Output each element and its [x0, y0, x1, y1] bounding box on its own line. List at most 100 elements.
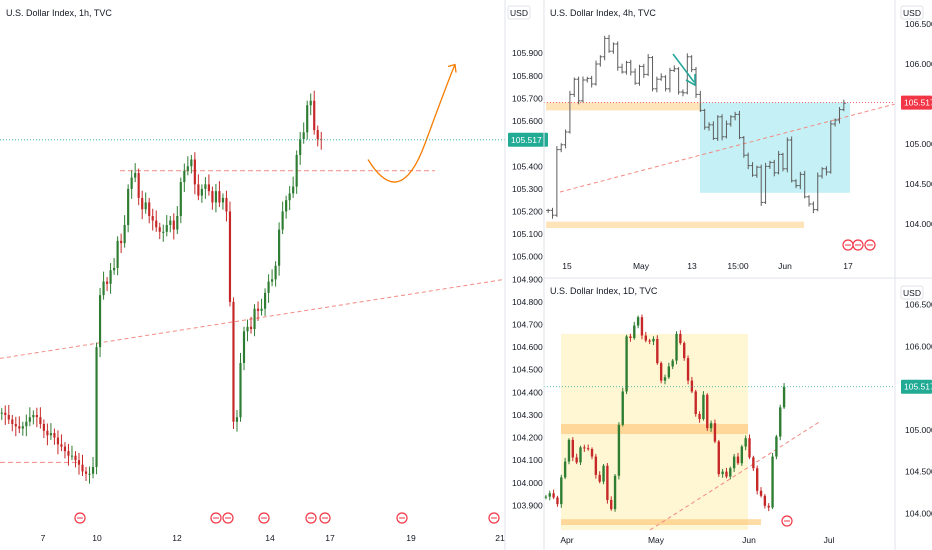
candle-body [4, 412, 7, 415]
candle-body [763, 495, 767, 506]
candle-body [21, 426, 24, 429]
candle-body [709, 423, 713, 429]
candle-body [590, 449, 594, 457]
annotation-arrow [672, 53, 695, 83]
projection-arrowhead [447, 63, 457, 73]
y-tick-label: 105.700 [512, 93, 543, 103]
candle-body [218, 191, 221, 203]
candle-body [246, 326, 249, 332]
candle-body [232, 301, 235, 422]
candle-body [717, 441, 720, 475]
candle-body [744, 438, 747, 447]
candle-body [204, 184, 207, 189]
candle-body [88, 473, 91, 475]
chart-title: U.S. Dollar Index, 1h, TVC [6, 8, 112, 18]
candle-body [98, 295, 102, 348]
candle-body [242, 331, 246, 363]
x-tick-label: 14 [265, 533, 275, 543]
y-tick-label: 105.900 [512, 48, 543, 58]
currency-label: USD [903, 8, 921, 18]
x-tick-label: May [633, 261, 650, 271]
candle-body [32, 414, 35, 418]
price-badge-label: 105.517 [904, 382, 932, 392]
candle-body [155, 220, 158, 228]
panel-1d: 106.500106.000105.500105.000104.500104.0… [544, 285, 932, 545]
candle-body [779, 407, 782, 437]
candle-body [271, 279, 274, 282]
candle-body [53, 433, 56, 438]
x-tick-label: Jun [778, 261, 792, 271]
x-tick-label: Jul [824, 535, 835, 545]
y-tick-label: 104.500 [905, 179, 932, 189]
candle-body [675, 333, 678, 361]
y-tick-label: 104.400 [512, 387, 543, 397]
price-badge [508, 132, 548, 147]
candle-body [137, 173, 140, 198]
candle-body [141, 197, 144, 210]
candle-body [144, 202, 147, 210]
panel-dividers [504, 0, 932, 550]
y-tick-label: 105.100 [512, 229, 543, 239]
y-tick-label: 104.700 [512, 320, 543, 330]
candle-body [313, 100, 316, 131]
candle-body [25, 421, 28, 427]
candle-body [579, 447, 582, 463]
x-tick-label: 15:00 [727, 261, 749, 271]
candle-body [274, 265, 277, 280]
candle-body [116, 240, 119, 268]
x-tick-label: 10 [92, 533, 102, 543]
y-tick-label: 106.500 [905, 19, 932, 29]
candle-body [306, 105, 309, 133]
currency-box [507, 5, 531, 20]
currency-label: USD [510, 8, 528, 18]
candle-body [67, 451, 70, 456]
y-tick-label: 105.000 [905, 139, 932, 149]
candle-body [548, 493, 551, 497]
candle-body [46, 430, 49, 436]
y-tick-label: 104.500 [512, 365, 543, 375]
candle-body [165, 225, 168, 232]
consolidation-box [700, 102, 850, 193]
y-tick-label: 105.200 [512, 206, 543, 216]
candle-body [621, 391, 624, 425]
currency-label: USD [903, 288, 921, 298]
candle-body [752, 457, 755, 469]
candle-body [127, 188, 130, 226]
candle-body [130, 177, 133, 189]
y-tick-label: 105.000 [512, 252, 543, 262]
candle-body [659, 363, 663, 381]
candle-body [606, 465, 609, 500]
candle-body [77, 460, 81, 465]
candle-body [113, 268, 116, 271]
projection-path [367, 64, 456, 183]
candle-body [663, 377, 667, 381]
candle-body [207, 184, 210, 192]
candle-body [63, 446, 67, 452]
candle-body [172, 220, 175, 230]
candle-body [740, 446, 744, 464]
candle-body [667, 366, 671, 378]
candle-body [690, 380, 694, 392]
candle-body [598, 474, 601, 482]
candle-body [571, 439, 575, 458]
candle-body [102, 281, 105, 296]
candle-body [625, 336, 628, 392]
candle-body [648, 340, 651, 342]
y-tick-label: 105.600 [512, 116, 543, 126]
candle-body [256, 308, 260, 311]
candle-body [575, 457, 578, 463]
candle-body [640, 317, 644, 336]
candle-body [183, 170, 186, 183]
candle-body [316, 130, 319, 140]
candle-body [151, 216, 154, 221]
candle-body [288, 193, 291, 201]
candle-body [775, 436, 778, 457]
candle-body [683, 343, 686, 359]
y-tick-label: 104.000 [905, 219, 932, 229]
candle-body [732, 456, 736, 469]
candle-body [39, 417, 42, 424]
candle-body [292, 186, 295, 194]
x-tick-label: 17 [325, 533, 335, 543]
candle-body [556, 497, 559, 505]
candle-body [49, 433, 52, 436]
